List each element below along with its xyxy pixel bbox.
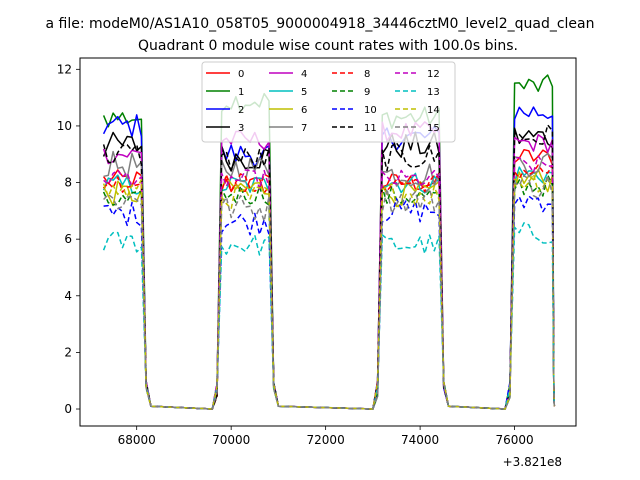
y-tick-label: 0: [64, 402, 72, 416]
x-tick-label: 72000: [307, 433, 345, 447]
legend-label-9: 9: [364, 87, 370, 98]
y-tick-label: 12: [57, 62, 72, 76]
axes-frame: [79, 57, 577, 427]
x-tick-label: 68000: [118, 433, 156, 447]
legend-label-15: 15: [427, 123, 440, 134]
y-tick-label: 2: [64, 345, 72, 359]
legend-label-2: 2: [238, 105, 244, 116]
x-axis: 68000 70000 72000 74000 76000: [118, 426, 534, 447]
legend-label-13: 13: [427, 87, 440, 98]
legend-label-11: 11: [364, 123, 377, 134]
y-tick-label: 10: [57, 119, 72, 133]
legend-label-0: 0: [238, 69, 244, 80]
legend-label-12: 12: [427, 69, 440, 80]
x-offset-label: +3.821e8: [503, 455, 562, 469]
x-tick-label: 76000: [495, 433, 533, 447]
legend-label-14: 14: [427, 105, 440, 116]
x-tick-label: 74000: [401, 433, 439, 447]
x-tick-label: 70000: [212, 433, 250, 447]
series-layer: [102, 74, 556, 410]
legend-label-7: 7: [301, 123, 307, 134]
legend-label-8: 8: [364, 69, 370, 80]
y-tick-label: 6: [64, 232, 72, 246]
legend-label-5: 5: [301, 87, 307, 98]
legend-label-6: 6: [301, 105, 307, 116]
legend-label-10: 10: [364, 105, 377, 116]
y-tick-label: 8: [64, 176, 72, 190]
series-line-15: [103, 174, 556, 410]
y-tick-label: 4: [64, 289, 72, 303]
y-axis: 0 2 4 6 8 10 12: [57, 62, 80, 416]
legend-frame: [201, 61, 456, 143]
legend-label-4: 4: [301, 69, 307, 80]
legend-label-1: 1: [238, 87, 244, 98]
chart-title: Quadrant 0 module wise count rates with …: [138, 38, 518, 54]
figure-suptitle: a file: modeM0/AS1A10_058T05_9000004918_…: [46, 16, 595, 32]
legend-label-3: 3: [238, 123, 244, 134]
